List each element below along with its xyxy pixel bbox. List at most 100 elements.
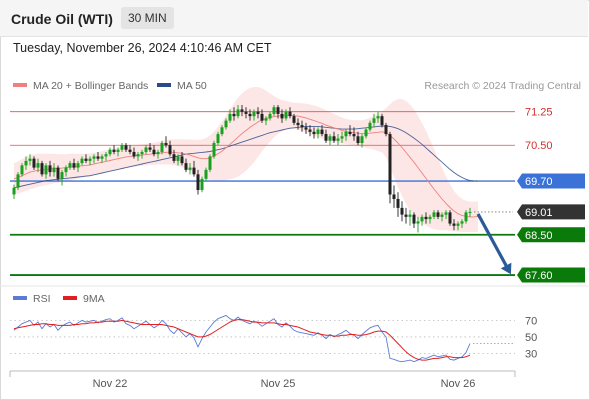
legend-rsi-label: RSI [33, 293, 51, 305]
candle [340, 136, 344, 139]
candle [216, 134, 220, 143]
candle [120, 145, 124, 150]
candle [140, 151, 144, 155]
candle [376, 116, 380, 119]
support-tag [517, 267, 585, 283]
candle [436, 212, 440, 217]
candle [324, 134, 328, 141]
candle [308, 129, 312, 132]
candle [300, 125, 304, 128]
candle [84, 158, 88, 161]
candle [92, 156, 96, 159]
candle [388, 134, 392, 195]
candle [304, 127, 308, 130]
resistance-label: 70.50 [525, 140, 553, 152]
rsi-tick-label: 50 [525, 332, 537, 344]
candle [52, 167, 56, 173]
candle [264, 118, 268, 121]
candle [252, 111, 256, 117]
candle [212, 143, 216, 157]
candle [112, 149, 116, 152]
candle [80, 158, 84, 164]
candle [220, 127, 224, 135]
candle [360, 136, 364, 143]
candle [44, 165, 48, 175]
legend-ma20-swatch [13, 83, 27, 88]
resistance-label: 71.25 [525, 107, 553, 119]
candle [56, 167, 60, 179]
candle [312, 131, 316, 135]
candle [156, 151, 160, 155]
candle [288, 111, 292, 117]
support-label: 67.60 [525, 270, 553, 282]
candle [368, 122, 372, 130]
legend-ma20: MA 20 + Bollinger Bands [13, 80, 148, 92]
candle [280, 113, 284, 119]
candle [276, 107, 280, 114]
candle [60, 172, 64, 179]
candle [16, 174, 20, 188]
candle [424, 216, 428, 220]
candle [320, 129, 324, 135]
candle [192, 167, 196, 175]
legend-ma50-label: MA 50 [177, 80, 207, 92]
candle [352, 134, 356, 137]
candle [76, 163, 80, 168]
ma20-line [13, 114, 479, 218]
candle [148, 147, 152, 150]
candle [68, 163, 72, 168]
candle [196, 174, 200, 190]
candle [132, 151, 136, 157]
projection-arrow-shaft [476, 213, 510, 270]
legend-rsi-ma-swatch [63, 296, 77, 301]
candle [460, 221, 464, 224]
rsi-ma-line [13, 319, 471, 361]
x-tick-label: Nov 22 [93, 378, 128, 390]
bollinger-band [14, 87, 478, 233]
candle [200, 178, 204, 190]
candle [32, 158, 36, 168]
candle [72, 163, 76, 168]
candle [236, 109, 240, 117]
candle [136, 154, 140, 157]
x-tick-label: Nov 26 [441, 378, 476, 390]
x-tick-label: Nov 25 [261, 378, 296, 390]
candle [344, 131, 348, 137]
projection-arrow-head [500, 262, 512, 275]
candle [180, 156, 184, 164]
candle [292, 116, 296, 123]
candle [188, 167, 192, 170]
candle [408, 214, 412, 217]
candle [40, 163, 44, 175]
legend-rsi-swatch [13, 296, 27, 301]
rsi-line [13, 314, 471, 363]
candle [28, 158, 32, 161]
candle [356, 136, 360, 143]
candle [88, 158, 92, 161]
candle [432, 212, 436, 217]
candle [184, 163, 188, 170]
candle [392, 194, 396, 199]
candle [420, 216, 424, 222]
candle [284, 111, 288, 119]
candle [316, 129, 320, 135]
candle [404, 214, 408, 217]
candle [48, 165, 52, 173]
legend-rsi-ma-label: 9MA [83, 293, 105, 305]
candle [468, 211, 472, 213]
candle [36, 163, 40, 168]
candle [272, 107, 276, 114]
candle [144, 147, 148, 152]
candle [12, 187, 16, 195]
support-label: 68.50 [525, 230, 553, 242]
candle [172, 154, 176, 161]
research-credit: Research © 2024 Trading Central [424, 80, 581, 92]
timeframe-badge[interactable]: 30 MIN [121, 7, 174, 29]
candle [116, 149, 120, 152]
candle [20, 165, 24, 175]
candle [332, 136, 336, 141]
candle [168, 145, 172, 155]
candle [328, 136, 332, 141]
candle [24, 160, 28, 166]
candle [380, 116, 384, 126]
